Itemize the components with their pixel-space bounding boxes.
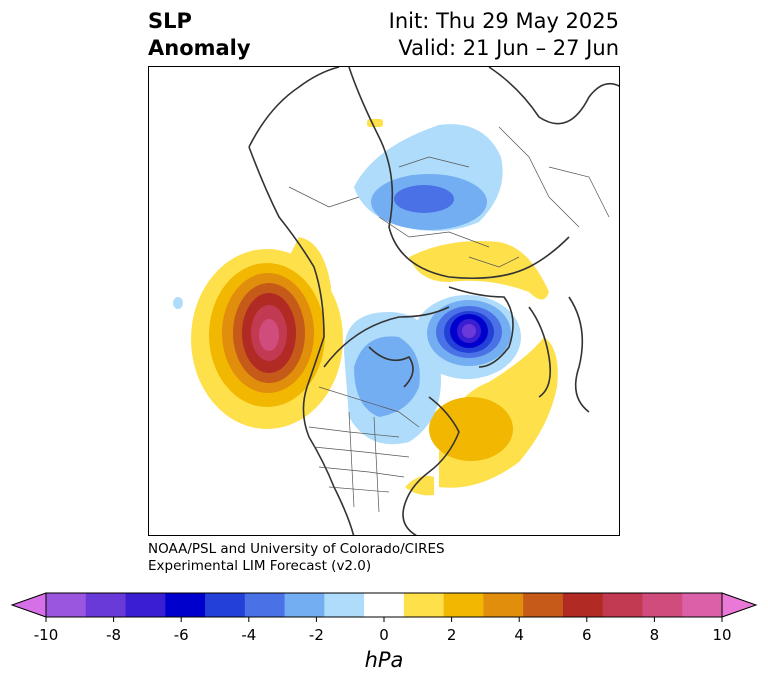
colorbar-tick-label: -4 — [241, 626, 256, 644]
credit-line-2: Experimental LIM Forecast (v2.0) — [148, 558, 372, 574]
colorbar-cell — [125, 593, 166, 617]
colorbar-cell — [403, 593, 445, 617]
colorbar-cell — [364, 593, 405, 617]
title-block: SLP Anomaly — [148, 8, 251, 62]
forecast-dates: Init: Thu 29 May 2025 Valid: 21 Jun – 27… — [389, 8, 619, 62]
europe-high — [409, 241, 549, 300]
colorbar-tick-label: -2 — [309, 626, 324, 644]
colorbar-tick-label: 6 — [582, 626, 592, 644]
colorbar-tick-label: 4 — [514, 626, 524, 644]
colorbar-extend-min — [10, 592, 47, 618]
colorbar-cell — [85, 593, 127, 617]
colorbar-cell — [562, 593, 604, 617]
atlantic-high-4 — [429, 397, 513, 461]
anomaly-map — [148, 66, 620, 536]
colorbar: -10 -8 -6 -4 -2 0 2 4 6 8 10 — [10, 592, 758, 644]
atlantic-bay — [405, 475, 434, 496]
title-line-2: Anomaly — [148, 36, 251, 60]
siberia-low-6 — [394, 185, 454, 213]
colorbar-tick-label: 2 — [447, 626, 457, 644]
colorbar-tick-label: -10 — [34, 626, 59, 644]
pacific-high-14 — [259, 319, 279, 351]
colorbar-cell — [46, 593, 87, 617]
title-line-1: SLP — [148, 9, 192, 33]
small-low — [173, 297, 183, 309]
colorbar-tick-label: 10 — [712, 626, 731, 644]
colorbar-cell — [284, 593, 325, 617]
colorbar-tick-label: -6 — [174, 626, 189, 644]
colorbar-tick-label: 0 — [379, 626, 389, 644]
colorbar-tick-label: 8 — [650, 626, 660, 644]
colorbar-cells — [10, 592, 758, 618]
colorbar-cell — [682, 593, 723, 617]
colorbar-ticks: -10 -8 -6 -4 -2 0 2 4 6 8 10 — [34, 617, 732, 644]
colorbar-cell — [244, 593, 286, 617]
borders — [288, 126, 610, 513]
canada-low-4 — [354, 336, 420, 417]
anomaly-shading — [173, 119, 558, 496]
colorbar-cell — [205, 593, 246, 617]
colorbar-unit: hPa — [364, 648, 404, 672]
colorbar-cell — [483, 593, 524, 617]
credit-text: NOAA/PSL and University of Colorado/CIRE… — [148, 541, 445, 575]
colorbar-extend-max — [721, 592, 758, 618]
colorbar-tick-label: -8 — [106, 626, 121, 644]
init-date: Init: Thu 29 May 2025 — [388, 9, 619, 33]
colorbar-cell — [523, 593, 564, 617]
colorbar-cell — [165, 593, 206, 617]
valid-range: Valid: 21 Jun – 27 Jun — [398, 36, 619, 60]
greenland-low-7 — [462, 324, 476, 338]
small-high — [367, 119, 383, 127]
colorbar-cell — [642, 593, 683, 617]
colorbar-cell — [324, 593, 365, 617]
map-canvas — [173, 67, 619, 535]
credit-line-1: NOAA/PSL and University of Colorado/CIRE… — [148, 541, 445, 557]
coastlines — [248, 67, 619, 535]
colorbar-cell — [602, 593, 643, 617]
colorbar-cell — [443, 593, 484, 617]
